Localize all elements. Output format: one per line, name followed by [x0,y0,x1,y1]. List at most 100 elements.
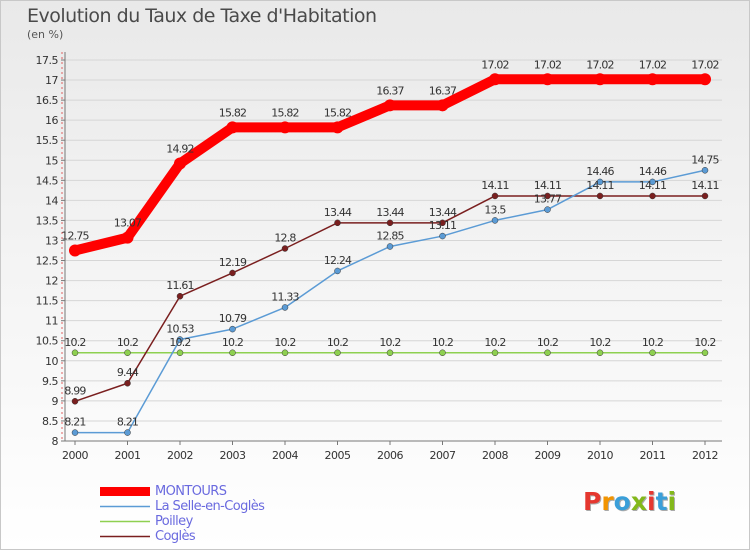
logo-letter: i [647,487,656,516]
data-label-cogles: 13.44 [324,206,352,219]
data-label-montours: 15.82 [219,106,247,119]
data-point-montours [121,231,134,244]
y-tick-label: 17.5 [36,54,59,67]
x-tick-label: 2012 [692,449,718,462]
y-tick-label: 9 [52,395,59,408]
data-label-cogles: 12.8 [274,231,296,244]
data-point-la-selle [386,243,394,250]
data-label-cogles: 14.11 [639,179,667,192]
data-point-la-selle [334,267,341,275]
x-tick-label: 2003 [220,449,246,462]
data-point-cogles [596,192,604,200]
data-label-cogles: 8.99 [64,384,86,397]
legend-item-poilley[interactable]: Poilley [100,514,264,529]
data-label-poilley: 10.2 [432,336,453,349]
data-point-cogles [544,192,551,200]
x-tick-label: 2011 [640,449,666,462]
data-point-poilley [544,349,551,357]
data-point-cogles [386,219,394,227]
data-label-la-selle: 14.75 [691,153,719,166]
data-label-cogles: 14.11 [586,179,614,192]
y-tick-label: 17 [45,74,58,87]
legend-item-la-selle[interactable]: La Selle-en-Coglès [100,499,265,514]
legend-label-la-selle: La Selle-en-Coglès [155,499,265,514]
data-label-cogles: 13.44 [429,206,457,219]
data-label-montours: 17.02 [586,58,614,71]
data-label-la-selle: 11.33 [271,290,299,303]
x-tick-label: 2006 [377,449,403,462]
data-label-montours: 13.07 [114,217,142,230]
data-point-montours [594,73,606,86]
data-label-poilley: 10.2 [694,336,715,349]
y-tick-label: 12.5 [36,255,59,268]
x-tick-label: 2007 [430,449,456,462]
y-tick-label: 11.5 [36,295,59,308]
data-point-montours [489,73,501,86]
y-tick-label: 12 [45,275,58,288]
chart-unit-label: (en %) [27,28,64,41]
data-point-cogles [124,379,131,387]
x-tick-label: 2010 [587,449,613,462]
data-point-cogles [334,219,341,227]
data-label-montours: 17.02 [691,58,719,71]
chart-title: Evolution du Taux de Taxe d'Habitation [27,5,377,27]
data-point-poilley [334,349,341,357]
data-label-cogles: 11.61 [166,279,194,292]
data-label-la-selle: 13.5 [484,203,506,216]
data-point-poilley [229,349,236,357]
data-label-cogles: 14.11 [691,179,719,192]
data-label-la-selle: 14.46 [586,165,614,178]
data-point-la-selle [439,232,446,240]
logo-letter: t [655,487,668,516]
legend-label-cogles: Coglès [155,529,196,544]
data-point-cogles [649,192,656,200]
legend-item-montours[interactable]: MONTOURS [100,484,264,499]
data-label-montours: 15.82 [271,106,299,119]
y-tick-label: 14 [45,194,58,207]
legend-item-cogles[interactable]: Coglès [100,529,264,544]
data-label-montours: 16.37 [429,84,457,97]
logo-letter: o [613,487,631,516]
data-label-la-selle: 13.11 [429,219,457,232]
data-label-poilley: 10.2 [642,336,663,349]
data-point-poilley [281,349,289,357]
data-label-poilley: 10.2 [379,336,400,349]
x-tick-label: 2000 [62,449,88,462]
y-tick-label: 10.5 [36,335,59,348]
data-point-poilley [386,349,394,357]
data-label-la-selle: 8.21 [64,416,85,429]
y-tick-label: 10 [45,355,58,368]
legend-label-poilley: Poilley [155,514,193,529]
legend-swatch-la-selle [100,505,150,508]
y-tick-label: 8 [52,435,59,448]
data-label-poilley: 10.2 [589,336,610,349]
legend-swatch-montours [100,487,150,496]
data-label-la-selle: 12.85 [376,229,404,242]
data-point-cogles [491,192,499,200]
data-label-montours: 15.82 [324,106,352,119]
data-point-cogles [176,292,184,300]
y-tick-label: 9.5 [42,375,58,388]
data-point-montours [226,121,239,134]
data-point-la-selle [71,429,79,436]
data-point-la-selle [544,206,551,213]
legend: MONTOURS La Selle-en-Coglès Poilley Cogl… [100,484,265,544]
data-point-montours [331,121,344,134]
y-tick-label: 13 [45,234,58,247]
data-point-poilley [491,349,499,357]
data-label-montours: 16.37 [376,84,404,97]
data-point-la-selle [124,429,131,436]
data-point-poilley [124,349,131,357]
data-point-poilley [176,349,184,357]
data-point-montours [646,73,659,86]
y-tick-label: 13.5 [36,214,59,227]
data-point-poilley [596,349,604,357]
legend-swatch-poilley [100,520,150,523]
data-point-montours [541,73,554,86]
data-point-cogles [281,245,289,252]
data-point-poilley [439,349,446,357]
logo-letter: P [583,487,602,516]
data-point-montours [384,99,396,112]
data-point-cogles [701,192,709,200]
